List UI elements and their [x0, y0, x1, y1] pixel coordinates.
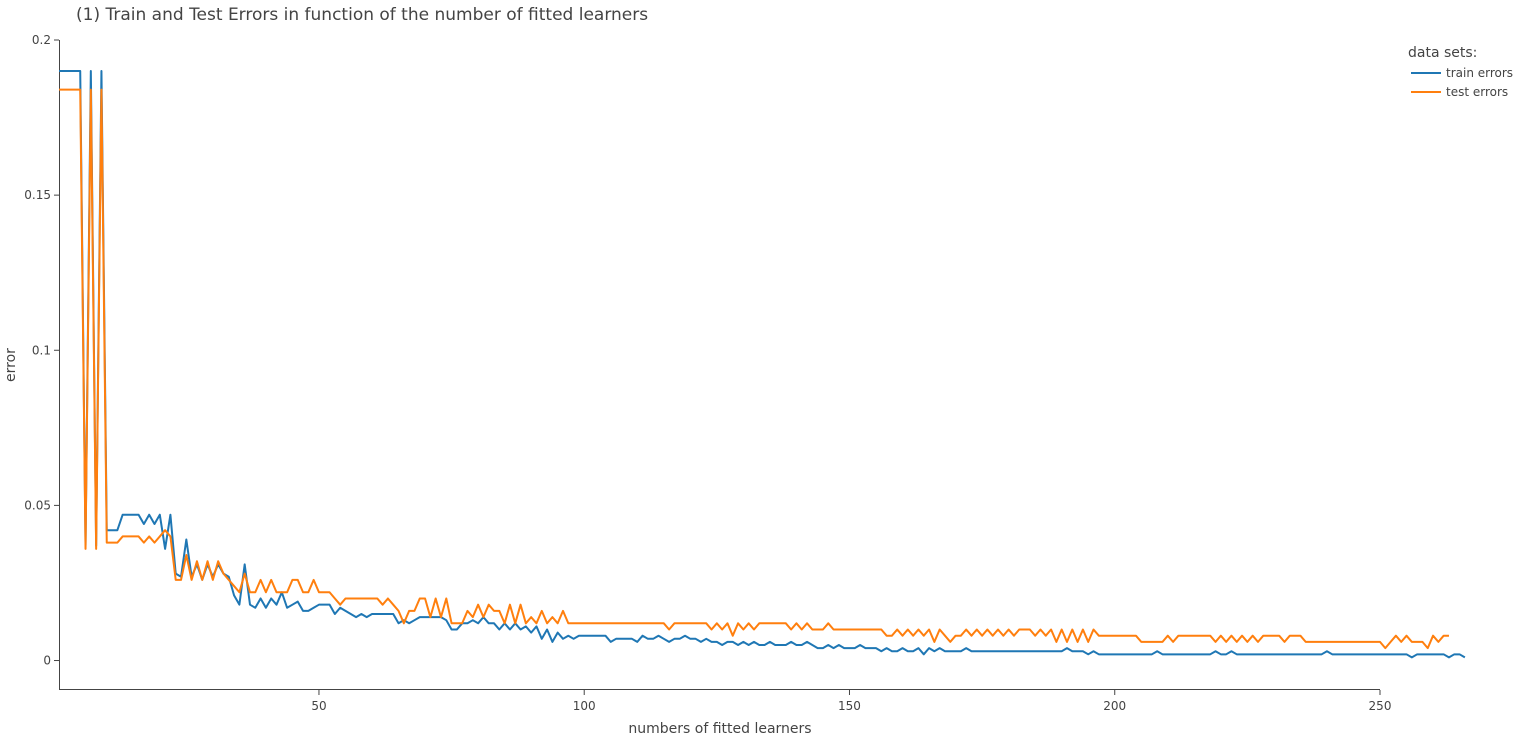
y-tick-label: 0.05 [24, 498, 51, 512]
legend: data sets: train errors test errors [1408, 45, 1513, 99]
y-tick-label: 0 [43, 654, 51, 668]
series-line-test-errors[interactable] [59, 88, 1449, 650]
legend-item-train[interactable]: train errors [1411, 66, 1513, 80]
chart-title: (1) Train and Test Errors in function of… [76, 5, 648, 25]
legend-label-test: test errors [1446, 85, 1508, 99]
x-tick-label: 100 [573, 699, 596, 713]
x-tick-label: 150 [838, 699, 861, 713]
y-tick-label: 0.2 [32, 33, 51, 47]
series-lines [59, 70, 1466, 659]
y-ticks: 0 0.05 0.1 0.15 0.2 [24, 33, 59, 668]
x-axis-title: numbers of fitted learners [628, 721, 811, 737]
legend-title: data sets: [1408, 45, 1477, 61]
legend-item-test[interactable]: test errors [1411, 85, 1508, 99]
y-tick-label: 0.1 [32, 343, 51, 357]
x-tick-label: 50 [311, 699, 326, 713]
x-ticks: 50 100 150 200 250 [311, 690, 1391, 713]
plot-area: 0 0.05 0.1 0.15 0.2 50 100 150 200 250 [24, 33, 1466, 713]
y-axis-title: error [3, 348, 19, 382]
x-tick-label: 250 [1369, 699, 1392, 713]
series-line-train-errors[interactable] [59, 70, 1466, 659]
x-tick-label: 200 [1103, 699, 1126, 713]
y-tick-label: 0.15 [24, 188, 51, 202]
legend-label-train: train errors [1446, 66, 1513, 80]
